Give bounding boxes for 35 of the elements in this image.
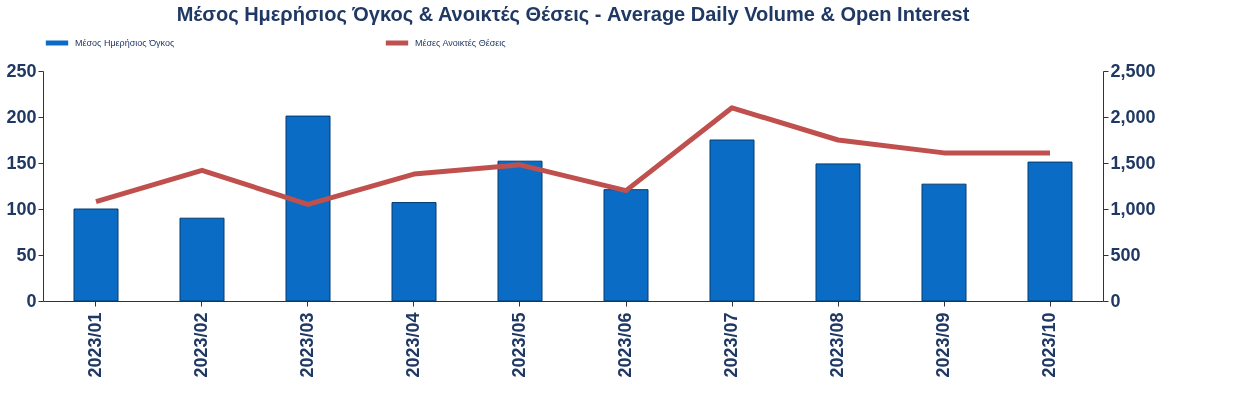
x-tick-label: 2023/03 bbox=[297, 312, 317, 378]
y-tick-label: 50 bbox=[16, 244, 37, 265]
y2-tick-label: 2,000 bbox=[1110, 106, 1156, 127]
y2-tick-label: 1,000 bbox=[1110, 198, 1156, 219]
x-tick-label: 2023/04 bbox=[403, 312, 423, 378]
chart-title: Μέσος Ημερήσιος Όγκος & Ανοικτές Θέσεις - Average Daily Volume & Open Interest bbox=[176, 3, 970, 25]
x-tick-label: 2023/06 bbox=[615, 312, 635, 378]
y-tick-label: 200 bbox=[6, 106, 37, 127]
bar bbox=[285, 115, 331, 302]
y2-tick-label: 1,500 bbox=[1110, 152, 1156, 173]
x-tick-label: 2023/07 bbox=[721, 312, 741, 378]
y-tick-label: 150 bbox=[6, 152, 37, 173]
y2-tick-label: 500 bbox=[1110, 244, 1141, 265]
x-tick-label: 2023/02 bbox=[191, 312, 211, 378]
y-tick-label: 100 bbox=[6, 198, 37, 219]
bar bbox=[921, 183, 967, 302]
bar bbox=[1027, 161, 1073, 302]
y2-tick-label: 0 bbox=[1110, 290, 1121, 311]
x-tick-label: 2023/01 bbox=[85, 312, 105, 378]
y-tick-label: 250 bbox=[6, 60, 37, 81]
bar bbox=[603, 189, 649, 302]
x-tick-label: 2023/09 bbox=[933, 312, 953, 378]
x-tick-label: 2023/08 bbox=[827, 312, 847, 378]
bar bbox=[73, 208, 119, 302]
x-tick-label: 2023/05 bbox=[509, 312, 529, 378]
bar bbox=[815, 163, 861, 302]
legend-label: Μέσος Ημερήσιος Όγκος bbox=[75, 38, 175, 48]
bar bbox=[497, 160, 543, 302]
y-tick-label: 0 bbox=[26, 290, 37, 311]
y2-tick-label: 2,500 bbox=[1110, 60, 1156, 81]
bar bbox=[391, 202, 437, 302]
bar bbox=[179, 217, 225, 302]
legend-label: Μέσες Ανοικτές Θέσεις bbox=[415, 38, 507, 48]
x-tick-label: 2023/10 bbox=[1039, 312, 1059, 378]
bar bbox=[709, 139, 755, 302]
